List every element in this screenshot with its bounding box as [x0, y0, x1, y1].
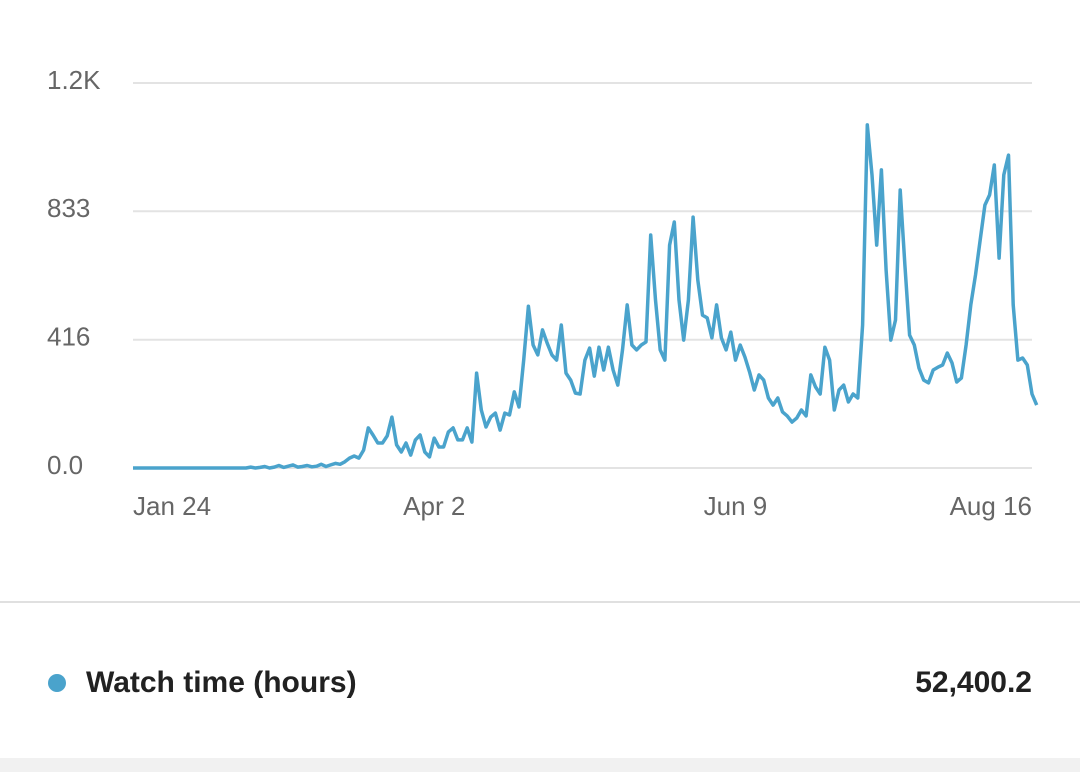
x-tick-label: Jan 24	[133, 491, 211, 521]
series-line	[133, 123, 1039, 470]
y-tick-label: 1.2K	[47, 65, 101, 95]
y-tick-label: 0.0	[47, 450, 83, 480]
x-tick-label: Aug 16	[950, 491, 1032, 521]
x-tick-label: Jun 9	[704, 491, 768, 521]
x-tick-label: Apr 2	[403, 491, 465, 521]
y-tick-label: 833	[47, 193, 90, 223]
y-tick-label: 416	[47, 322, 90, 352]
legend-dot	[48, 674, 66, 692]
legend-label: Watch time (hours)	[86, 666, 357, 699]
total-value: 52,400.2	[915, 666, 1032, 699]
bottom-band	[0, 758, 1080, 772]
